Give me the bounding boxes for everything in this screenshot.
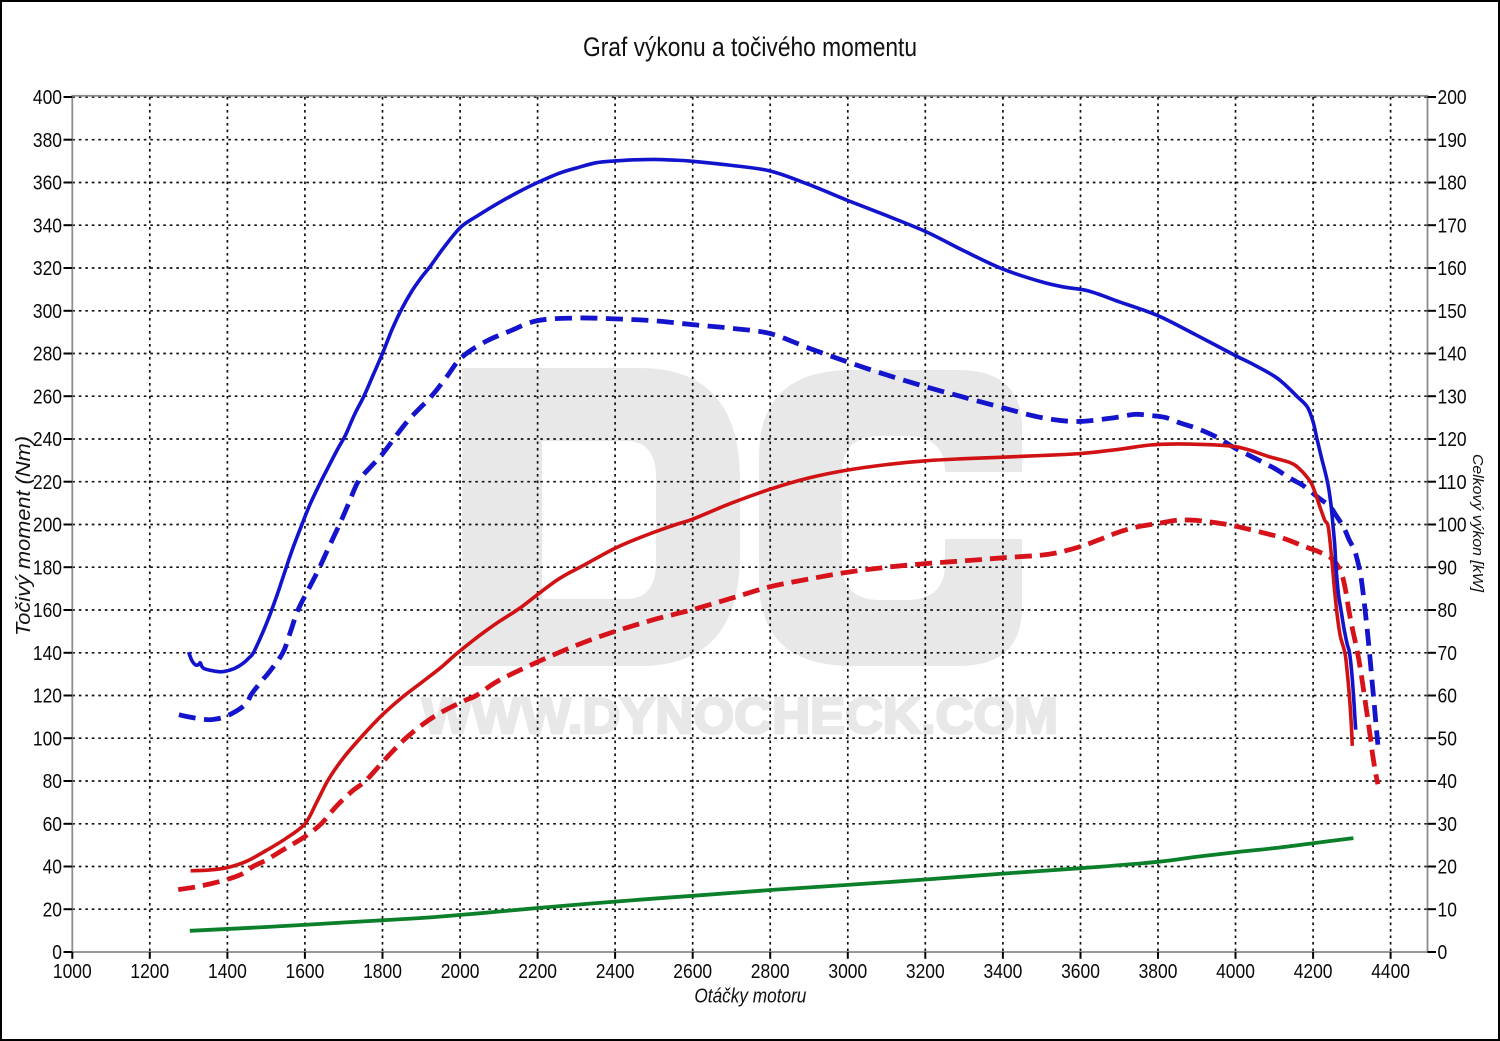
svg-text:80: 80 — [1438, 600, 1457, 622]
svg-text:3400: 3400 — [984, 961, 1023, 983]
svg-text:140: 140 — [33, 643, 62, 665]
svg-text:2400: 2400 — [596, 961, 635, 983]
svg-text:40: 40 — [1438, 771, 1457, 793]
svg-text:1000: 1000 — [53, 961, 92, 983]
svg-text:240: 240 — [33, 429, 62, 451]
svg-text:160: 160 — [1438, 258, 1467, 280]
svg-text:20: 20 — [1438, 857, 1457, 879]
svg-text:120: 120 — [1438, 429, 1467, 451]
svg-text:4200: 4200 — [1294, 961, 1333, 983]
svg-text:1600: 1600 — [286, 961, 325, 983]
svg-text:90: 90 — [1438, 558, 1457, 580]
svg-text:130: 130 — [1438, 386, 1467, 408]
svg-text:220: 220 — [33, 472, 62, 494]
svg-text:30: 30 — [1438, 814, 1457, 836]
svg-text:2000: 2000 — [441, 961, 480, 983]
svg-text:100: 100 — [33, 729, 62, 751]
svg-text:170: 170 — [1438, 215, 1467, 237]
svg-text:1200: 1200 — [130, 961, 169, 983]
svg-text:200: 200 — [33, 515, 62, 537]
svg-text:40: 40 — [43, 857, 62, 879]
svg-text:340: 340 — [33, 215, 62, 237]
svg-text:300: 300 — [33, 301, 62, 323]
svg-text:0: 0 — [1438, 942, 1448, 964]
svg-text:110: 110 — [1438, 472, 1467, 494]
svg-text:3800: 3800 — [1139, 961, 1178, 983]
svg-text:400: 400 — [33, 87, 62, 109]
svg-text:3000: 3000 — [828, 961, 867, 983]
svg-text:Celkový výkon [kW]: Celkový výkon [kW] — [1469, 454, 1486, 593]
svg-text:160: 160 — [33, 600, 62, 622]
svg-text:120: 120 — [33, 686, 62, 708]
svg-text:50: 50 — [1438, 729, 1457, 751]
svg-text:70: 70 — [1438, 643, 1457, 665]
svg-text:60: 60 — [1438, 686, 1457, 708]
svg-text:100: 100 — [1438, 515, 1467, 537]
svg-text:1400: 1400 — [208, 961, 247, 983]
svg-text:Otáčky motoru: Otáčky motoru — [694, 986, 806, 1008]
svg-text:180: 180 — [33, 558, 62, 580]
svg-text:4000: 4000 — [1216, 961, 1255, 983]
svg-text:190: 190 — [1438, 130, 1467, 152]
svg-text:2200: 2200 — [518, 961, 557, 983]
svg-text:260: 260 — [33, 386, 62, 408]
svg-text:150: 150 — [1438, 301, 1467, 323]
svg-text:0: 0 — [52, 942, 62, 964]
svg-text:200: 200 — [1438, 87, 1467, 109]
svg-text:1800: 1800 — [363, 961, 402, 983]
svg-text:180: 180 — [1438, 173, 1467, 195]
svg-text:3200: 3200 — [906, 961, 945, 983]
svg-text:2600: 2600 — [673, 961, 712, 983]
svg-text:380: 380 — [33, 130, 62, 152]
svg-text:280: 280 — [33, 344, 62, 366]
svg-text:60: 60 — [43, 814, 62, 836]
svg-text:140: 140 — [1438, 344, 1467, 366]
svg-text:320: 320 — [33, 258, 62, 280]
svg-text:10: 10 — [1438, 900, 1457, 922]
svg-text:2800: 2800 — [751, 961, 790, 983]
svg-text:20: 20 — [43, 900, 62, 922]
svg-text:4400: 4400 — [1371, 961, 1410, 983]
svg-text:80: 80 — [43, 771, 62, 793]
svg-text:360: 360 — [33, 173, 62, 195]
svg-text:WWW.DYNOCHECK.COM: WWW.DYNOCHECK.COM — [422, 688, 1058, 744]
svg-text:3600: 3600 — [1061, 961, 1100, 983]
svg-text:Točivý moment (Nm): Točivý moment (Nm) — [13, 436, 35, 636]
svg-text:Graf výkonu a točivého momentu: Graf výkonu a točivého momentu — [583, 32, 917, 62]
